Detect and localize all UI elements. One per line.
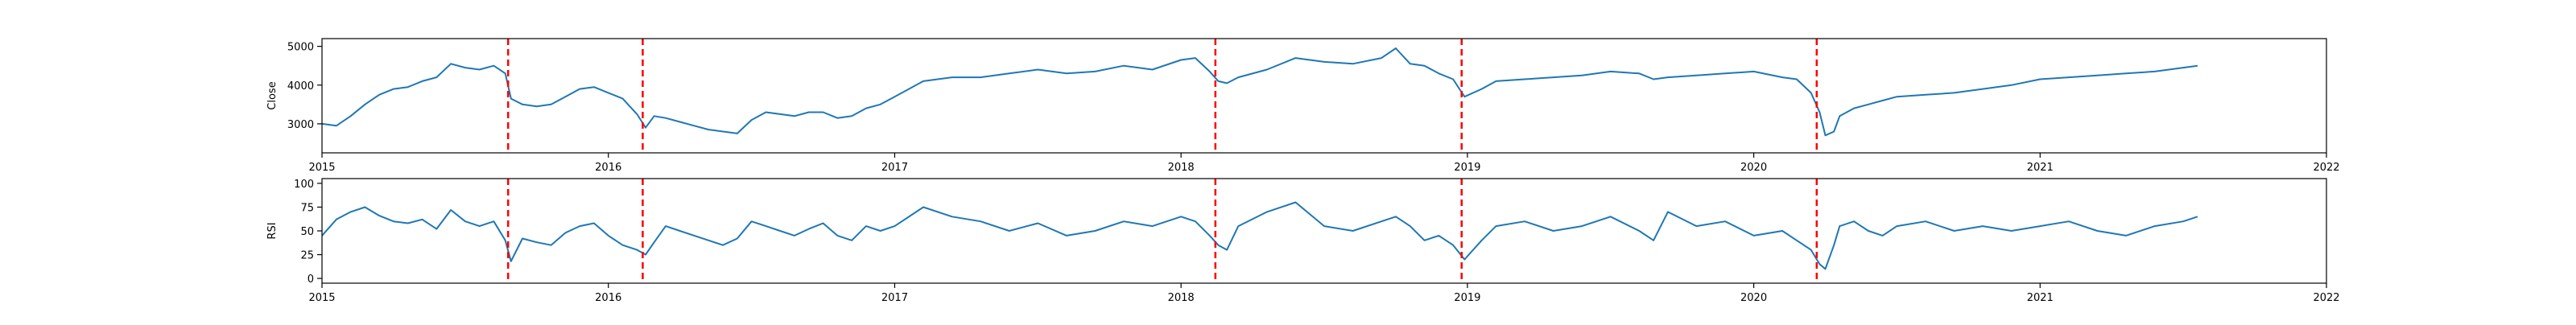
x-tick-label-0-2: 2017 [881, 162, 908, 174]
x-tick-label-0-6: 2021 [2027, 162, 2054, 174]
x-tick-label-1-0: 2015 [308, 292, 335, 304]
chart-panel-0: 3000 4000 5000 2015 2016 2017 2018 2019 2020 2021… [266, 38, 2340, 174]
x-tick-label-0-5: 2020 [1740, 162, 1767, 174]
x-tick-label-0-0: 2015 [308, 162, 335, 174]
y-axis-label-0: Close [266, 81, 279, 109]
x-tick-label-0-1: 2016 [595, 162, 621, 174]
y-tick-label-1-4: 100 [294, 179, 314, 191]
x-tick-label-1-2: 2017 [881, 292, 908, 304]
x-tick-label-1-6: 2021 [2027, 292, 2054, 304]
chart-panel-1: 0 25 50 75 100 2015 2016 2017 2018 2019 2020 2021 20… [266, 178, 2340, 304]
plot-frame-0 [321, 38, 2327, 154]
y-tick-label-1-3: 75 [300, 202, 314, 214]
y-tick-label-1-2: 50 [300, 226, 314, 238]
y-tick-label-0-1: 4000 [287, 80, 314, 93]
series-line-1-0 [321, 201, 2198, 270]
x-tick-label-1-7: 2022 [2313, 292, 2339, 304]
y-tick-label-0-0: 3000 [287, 119, 314, 131]
x-tick-label-1-3: 2018 [1168, 292, 1195, 304]
y-tick-label-0-2: 5000 [287, 42, 314, 54]
x-tick-label-0-3: 2018 [1168, 162, 1195, 174]
y-tick-label-1-0: 0 [308, 274, 314, 286]
x-tick-label-0-7: 2022 [2313, 162, 2339, 174]
y-tick-label-1-1: 25 [300, 250, 314, 262]
x-tick-label-0-4: 2019 [1454, 162, 1480, 174]
x-tick-label-1-4: 2019 [1454, 292, 1480, 304]
y-axis-label-1: RSI [266, 222, 279, 239]
x-tick-label-1-5: 2020 [1740, 292, 1767, 304]
series-line-0-0 [321, 47, 2198, 137]
x-tick-label-1-1: 2016 [595, 292, 621, 304]
plot-frame-1 [321, 178, 2327, 284]
